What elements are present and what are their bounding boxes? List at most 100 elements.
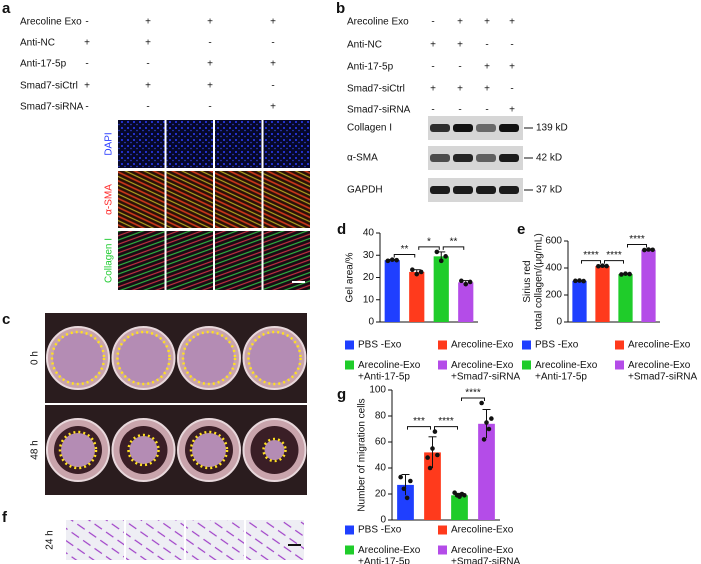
gel-outline xyxy=(189,430,229,470)
treatment-label: Anti-NC xyxy=(347,40,382,51)
treatment-label: Smad7-siRNA xyxy=(347,105,411,116)
panel-letter: g xyxy=(337,386,346,403)
micrograph xyxy=(166,120,213,168)
treatment-mark: + xyxy=(84,38,90,49)
data-point xyxy=(573,278,578,284)
y-tick-label: 20 xyxy=(363,272,375,283)
legend-swatch xyxy=(438,340,447,350)
y-tick-label: 30 xyxy=(363,250,375,261)
treatment-mark: - xyxy=(85,17,88,28)
data-point xyxy=(398,474,403,480)
legend-label: Arecoline-Exo +Smad7-siRNA xyxy=(451,360,521,383)
sig-label: **** xyxy=(438,416,454,427)
treatment-mark: - xyxy=(485,105,488,116)
sig-bracket xyxy=(418,246,440,250)
blot-band xyxy=(453,186,473,194)
y-axis-label: Number of migration cells xyxy=(357,398,368,511)
gel xyxy=(192,433,226,467)
blot-band xyxy=(430,186,450,194)
treatment-mark: + xyxy=(270,59,276,70)
micrograph xyxy=(215,120,262,168)
gel-outline xyxy=(262,437,287,463)
sig-bracket xyxy=(442,246,465,250)
data-point xyxy=(642,247,647,253)
treatment-mark: - xyxy=(510,40,513,51)
legend-swatch xyxy=(345,545,354,555)
bar xyxy=(433,256,449,322)
treatment-mark: + xyxy=(509,17,515,28)
treatment-label: Smad7-siRNA xyxy=(20,102,84,113)
data-point xyxy=(596,263,601,269)
legend-swatch xyxy=(522,340,531,350)
legend-label: Arecoline-Exo +Smad7-siRNA xyxy=(628,360,698,383)
treatment-mark: + xyxy=(484,84,490,95)
sig-label: * xyxy=(427,237,431,248)
micrograph xyxy=(166,171,213,228)
y-tick-label: 10 xyxy=(363,294,375,305)
panel-letter: a xyxy=(2,0,11,17)
y-tick-label: 600 xyxy=(545,236,562,247)
data-point xyxy=(425,455,430,460)
legend-label: Arecoline-Exo +Anti-17-5p xyxy=(358,360,421,383)
gel xyxy=(129,436,158,464)
stain-label: Collagen I xyxy=(104,238,115,283)
treatment-mark: + xyxy=(145,17,151,28)
gel xyxy=(249,333,300,383)
treatment-mark: + xyxy=(207,81,213,92)
data-point xyxy=(481,437,487,442)
sig-label: *** xyxy=(413,416,425,427)
data-point xyxy=(650,247,655,253)
treatment-mark: - xyxy=(85,59,88,70)
legend-label: Arecoline-Exo xyxy=(628,340,691,351)
blot-band xyxy=(430,154,450,162)
data-point xyxy=(604,263,609,269)
data-point xyxy=(438,258,444,264)
data-point xyxy=(619,272,624,277)
panel-letter: f xyxy=(2,509,8,526)
bar xyxy=(458,282,474,322)
size-label: 42 kD xyxy=(536,153,562,164)
treatment-mark: + xyxy=(509,62,515,73)
sig-bracket xyxy=(461,397,485,401)
data-point xyxy=(435,452,440,458)
micrograph xyxy=(263,120,310,168)
treatment-mark: + xyxy=(145,81,151,92)
data-point xyxy=(443,254,448,259)
treatment-mark: + xyxy=(484,62,490,73)
legend-label: PBS -Exo xyxy=(358,340,402,351)
treatment-mark: - xyxy=(146,59,149,70)
y-tick-label: 400 xyxy=(545,263,562,274)
data-point xyxy=(479,400,484,406)
bar xyxy=(451,495,468,520)
micrograph xyxy=(263,171,310,228)
y-tick-label: 20 xyxy=(375,489,387,500)
data-point xyxy=(577,278,582,283)
treatment-mark: - xyxy=(208,102,211,113)
bar xyxy=(595,265,610,322)
treatment-mark: + xyxy=(430,84,436,95)
gel-outline xyxy=(181,330,237,386)
blot-band xyxy=(499,154,519,162)
treatment-mark: - xyxy=(271,81,274,92)
bar xyxy=(478,423,495,520)
treatment-mark: + xyxy=(457,17,463,28)
data-point xyxy=(430,446,435,451)
micrograph xyxy=(215,231,262,290)
data-point xyxy=(467,279,473,285)
treatment-label: Arecoline Exo xyxy=(20,17,82,28)
gel xyxy=(184,333,234,383)
gel-outline xyxy=(247,330,302,386)
sig-bracket xyxy=(581,260,601,264)
legend-swatch xyxy=(615,340,624,350)
bar xyxy=(384,260,400,322)
data-point xyxy=(486,426,492,432)
blot-band xyxy=(453,154,473,162)
treatment-mark: + xyxy=(207,59,213,70)
micrograph xyxy=(215,171,262,228)
blot-band xyxy=(476,186,496,194)
legend-label: Arecoline-Exo +Smad7-siRNA xyxy=(451,545,521,564)
gel xyxy=(53,333,103,383)
sig-label: **** xyxy=(629,234,645,245)
treatment-mark: - xyxy=(431,105,434,116)
